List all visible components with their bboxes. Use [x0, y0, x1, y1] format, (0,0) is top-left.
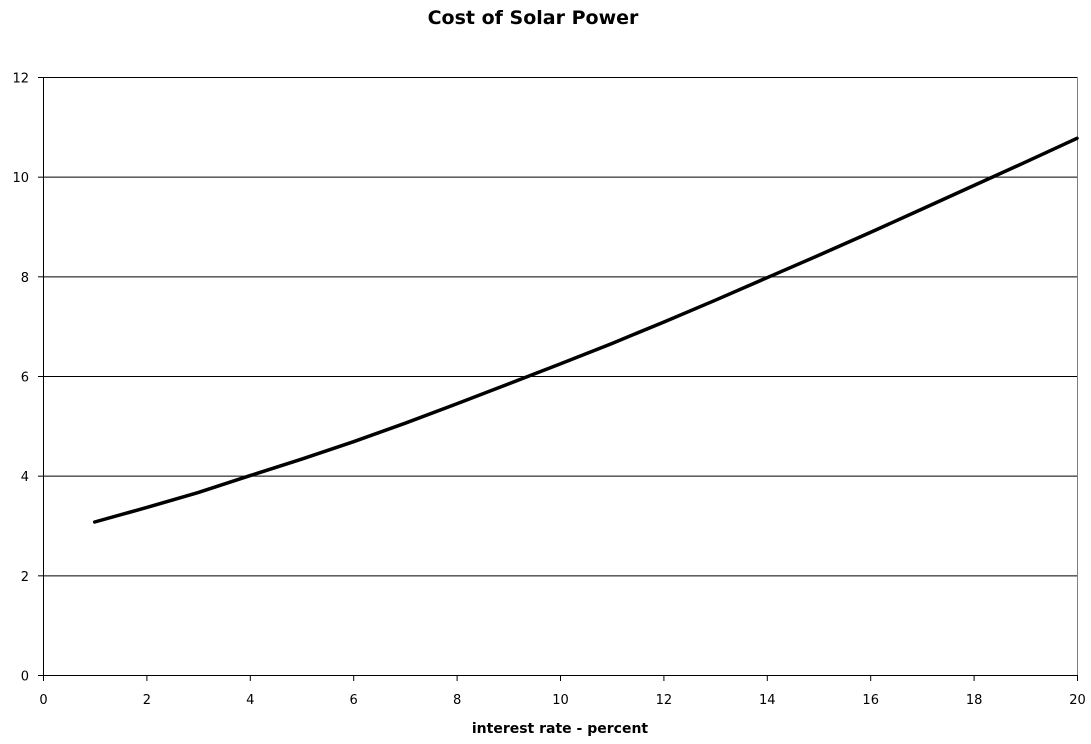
y-tick-label-0: 0	[21, 670, 29, 685]
chart-title: Cost of Solar Power	[428, 7, 639, 29]
y-tick-label-10: 10	[12, 171, 29, 186]
x-tick-label-0: 0	[39, 693, 47, 708]
x-tick-label-4: 4	[246, 693, 254, 708]
y-tick-label-2: 2	[21, 570, 29, 585]
tick-labels: 0 2 4 6 8 10 12 0 2 4 6 8 10 12 14 16 18 20	[12, 72, 1085, 709]
x-tick-label-14: 14	[759, 693, 776, 708]
series-line-0	[92, 136, 1079, 524]
y-tick-label-8: 8	[21, 271, 29, 286]
y-tick-label-12: 12	[12, 72, 29, 87]
x-tick-label-20: 20	[1069, 693, 1086, 708]
series-lines	[92, 136, 1079, 524]
x-tick-label-16: 16	[862, 693, 879, 708]
x-tick-label-18: 18	[966, 693, 983, 708]
x-tick-label-6: 6	[350, 693, 358, 708]
x-axis-label: interest rate - percent	[472, 721, 649, 737]
y-tick-label-4: 4	[21, 470, 29, 485]
axes	[38, 77, 1078, 681]
x-tick-label-12: 12	[656, 693, 673, 708]
x-tick-label-2: 2	[143, 693, 151, 708]
y-tick-label-6: 6	[21, 371, 29, 386]
x-tick-label-10: 10	[552, 693, 569, 708]
gridlines	[43, 77, 1077, 577]
x-tick-label-8: 8	[453, 693, 461, 708]
